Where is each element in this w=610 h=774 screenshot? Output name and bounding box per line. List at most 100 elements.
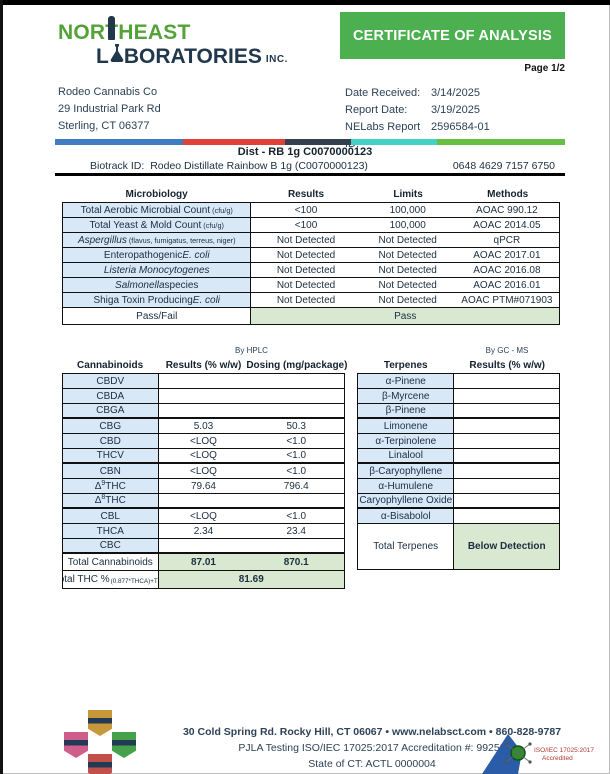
terpene-result-cell [454,449,559,462]
cell-text: Aspergillus [77,234,127,246]
cell-text: Total Aerobic Microbial Count [80,204,211,216]
cannabinoid-row: CBC [63,539,344,554]
terpene-name-cell: β-Pinene [358,404,455,417]
terpenes-header-row: Terpenes Results (% w/w) [357,358,560,373]
cell-text: CBG [99,420,122,432]
cell-text: CBDV [96,375,125,387]
cannabinoids-table: CBDV CBDA CBGA CBG 5.03 50.3 CBD <LOQ <1.0 THCV <L… [62,373,345,589]
terpene-result-cell [454,479,559,493]
micro-row: Listeria Monocytogenes Not Detected Not De… [63,263,559,278]
micro-limits-cell: 100,000 [389,219,426,231]
pjla-text-line1: ISO/IEC 17025:2017 [534,747,594,754]
micro-results-cell: Not Detected [276,234,336,246]
brand-color-bar [55,139,565,145]
lab-address-line: 30 Cold Spring Rd. Rocky Hill, CT 06067 … [182,726,562,738]
scan-edge-left [0,0,3,774]
pjla-accreditation-logo: ISO/IEC 17025:2017 Accredited [478,732,606,774]
micro-methods-cell: AOAC 2016.01 [473,279,541,291]
terpene-result-cell [454,434,559,448]
biotrack-label: Biotrack ID: [90,160,145,172]
total-terpenes-value: Below Detection [454,524,559,569]
terpene-name-cell: α-Humulene [358,479,455,493]
micro-analyte-cell: Total Yeast & Mold Count (cfu/g) [63,218,252,232]
cell-text: CBGA [96,405,125,416]
micro-results-cell: <100 [294,204,318,216]
logo-line1: NORTHEAST [58,16,288,43]
cannabinoid-row: CBN <LOQ <1.0 [63,464,344,479]
footer-text: 30 Cold Spring Rd. Rocky Hill, CT 06067 … [150,726,594,770]
cell-text: Δ [94,495,102,506]
cannabinoid-dosing-cell: 796.4 [283,480,309,492]
color-bar-segment [284,139,351,145]
cell-text: Total Yeast & Mold Count [89,219,202,231]
cannabinoid-result-cell: <LOQ [190,435,217,447]
cannabinoid-result-cell: 2.34 [193,525,214,537]
micro-methods-cell: qPCR [493,234,521,246]
biotrack-value: Rodeo Distillate Rainbow B 1g (C00700001… [150,160,368,172]
report-date-label: Report Date: [345,104,408,116]
terpene-row: β-Myrcene [358,389,559,404]
terpene-name-cell: α-Bisabolol [358,509,455,523]
terpene-name-cell: Caryophyllene Oxide [358,494,455,507]
terpene-result-cell [454,419,559,433]
cannabinoids-header-row: Cannabinoids Results (% w/w) Dosing (mg/pa… [62,358,347,373]
report-meta: Date Received: 3/14/2025 Report Date: 3/… [345,85,490,153]
terpenes-table: α-Pinene β-Myrcene β-Pinene Limonene α-Terpi… [357,373,560,570]
micro-limits-cell: Not Detected [378,279,437,291]
total-cannabinoids-result: 87.01 [158,554,249,570]
micro-row: Salmonella species Not Detected Not Detect… [63,278,559,293]
cannabinoid-dosing-cell [248,374,344,388]
terpene-row: Linalool [358,449,559,464]
meta-row: Report Date: 3/19/2025 [345,102,490,119]
micro-methods-cell: AOAC 2014.05 [473,219,541,231]
logo-line2: L BORATORIES INC. [96,43,288,69]
cell-text: Enteropathogenic [103,249,183,261]
pjla-logo-graphic: ISO/IEC 17025:2017 Accredited [482,734,594,774]
micro-analyte-cell: Aspergillus (flavus, fumigatus, terreus, … [63,233,252,247]
total-cannabinoids-dosing: 870.1 [248,554,344,570]
cell-text: THCV [96,450,124,461]
scan-edge-top [0,0,610,5]
sample-title: Dist - RB 1g C0070000123 [237,146,373,158]
cannabinoid-name-cell: CBDA [63,389,159,403]
test-tube-icon [108,16,115,40]
total-thc-label: Total THC %(0.877*THCA)+THC [63,571,159,588]
micro-results-cell: Not Detected [276,249,336,261]
logo-text-l: L [96,45,109,69]
cell-text: Shiga Toxin Producing [93,294,193,306]
cell-text: Listeria Monocytogenes [103,264,210,276]
sample-code: 0648 4629 7157 6750 [452,160,555,172]
micro-limits-cell: Not Detected [378,249,437,261]
micro-row: Aspergillus (flavus, fumigatus, terreus, … [63,233,559,248]
biotrack-row: Biotrack ID: Rodeo Distillate Rainbow B … [90,160,555,172]
cell-text: (flavus, fumigatus, terreus, niger) [128,235,236,245]
terpene-result-cell [454,464,559,478]
passfail-value: Pass [251,308,559,324]
cannabinoid-result-cell: 79.64 [190,480,216,492]
cell-text: CBL [100,510,120,522]
badge-icon [88,710,112,736]
cannabinoid-dosing-cell: <1.0 [286,435,307,447]
cannabinoid-row: CBGA [63,404,344,419]
terpene-row: Limonene [358,419,559,434]
client-address1: 29 Industrial Park Rd [58,103,161,115]
cell-text: THCA [96,525,124,537]
cell-text: E. coli [192,294,221,306]
color-bar-segment [350,139,438,145]
total-cannabinoids-row: Total Cannabinoids 87.01 870.1 [63,554,344,571]
client-name: Rodeo Cannabis Co [58,86,158,98]
date-received-label: Date Received: [345,87,421,99]
cell-text: 8 [101,494,106,501]
logo-text-inc: INC. [265,53,288,65]
micro-results-cell: Not Detected [276,294,336,306]
cannabinoid-name-cell: CBG [63,419,159,433]
terpene-name-cell: α-Terpinolene [358,434,455,448]
micro-column-header: Results [287,189,325,200]
terpene-row: α-Humulene [358,479,559,494]
micro-results-cell: <100 [294,219,318,231]
terpene-name-cell: α-Pinene [358,374,455,388]
cannabinoid-dosing-cell: <1.0 [286,450,307,461]
cannabinoid-name-cell: CBC [63,539,159,552]
total-thc-formula: (0.877*THCA)+THC [110,578,158,585]
